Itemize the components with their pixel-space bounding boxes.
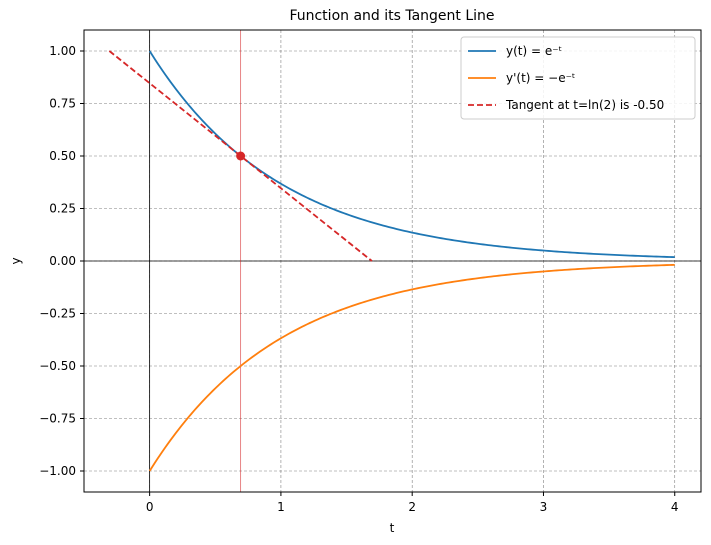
y-axis-label: y	[9, 257, 23, 264]
y-tick-label: 1.00	[49, 44, 76, 58]
tangent-point-marker	[236, 151, 246, 161]
legend-label: y(t) = e⁻ᵗ	[506, 44, 562, 58]
y-tick-label: −1.00	[39, 464, 76, 478]
legend-box	[460, 36, 696, 120]
series-layer	[108, 50, 675, 472]
x-tick-label: 3	[540, 500, 548, 514]
legend-label: Tangent at t=ln(2) is -0.50	[505, 98, 664, 112]
series-line-1	[148, 263, 675, 472]
x-axis-label: t	[390, 521, 395, 535]
chart-title: Function and its Tangent Line	[289, 8, 494, 24]
y-tick-label: −0.50	[39, 359, 76, 373]
legend-label: y'(t) = −e⁻ᵗ	[506, 71, 575, 85]
y-tick-label: −0.75	[39, 412, 76, 426]
ticks-layer: 0 1 2 3 4 −1.00 −0.75 −0.50 −0.25 0.00 0.25 0.50 0.7…	[39, 44, 678, 514]
series-line-2	[108, 50, 373, 262]
axis-lines-layer	[84, 30, 701, 492]
x-tick-label: 0	[146, 500, 154, 514]
y-tick-label: 0.25	[49, 202, 76, 216]
y-tick-label: 0.50	[49, 149, 76, 163]
x-tick-label: 4	[671, 500, 679, 514]
y-tick-label: −0.25	[39, 307, 76, 321]
y-tick-label: 0.75	[49, 97, 76, 111]
legend: y(t) = e⁻ᵗ y'(t) = −e⁻ᵗ Tangent at t=ln(2)…	[460, 36, 696, 120]
y-tick-label: 0.00	[49, 254, 76, 268]
x-tick-label: 1	[277, 500, 285, 514]
x-tick-label: 2	[408, 500, 416, 514]
plot-frame	[83, 29, 702, 493]
